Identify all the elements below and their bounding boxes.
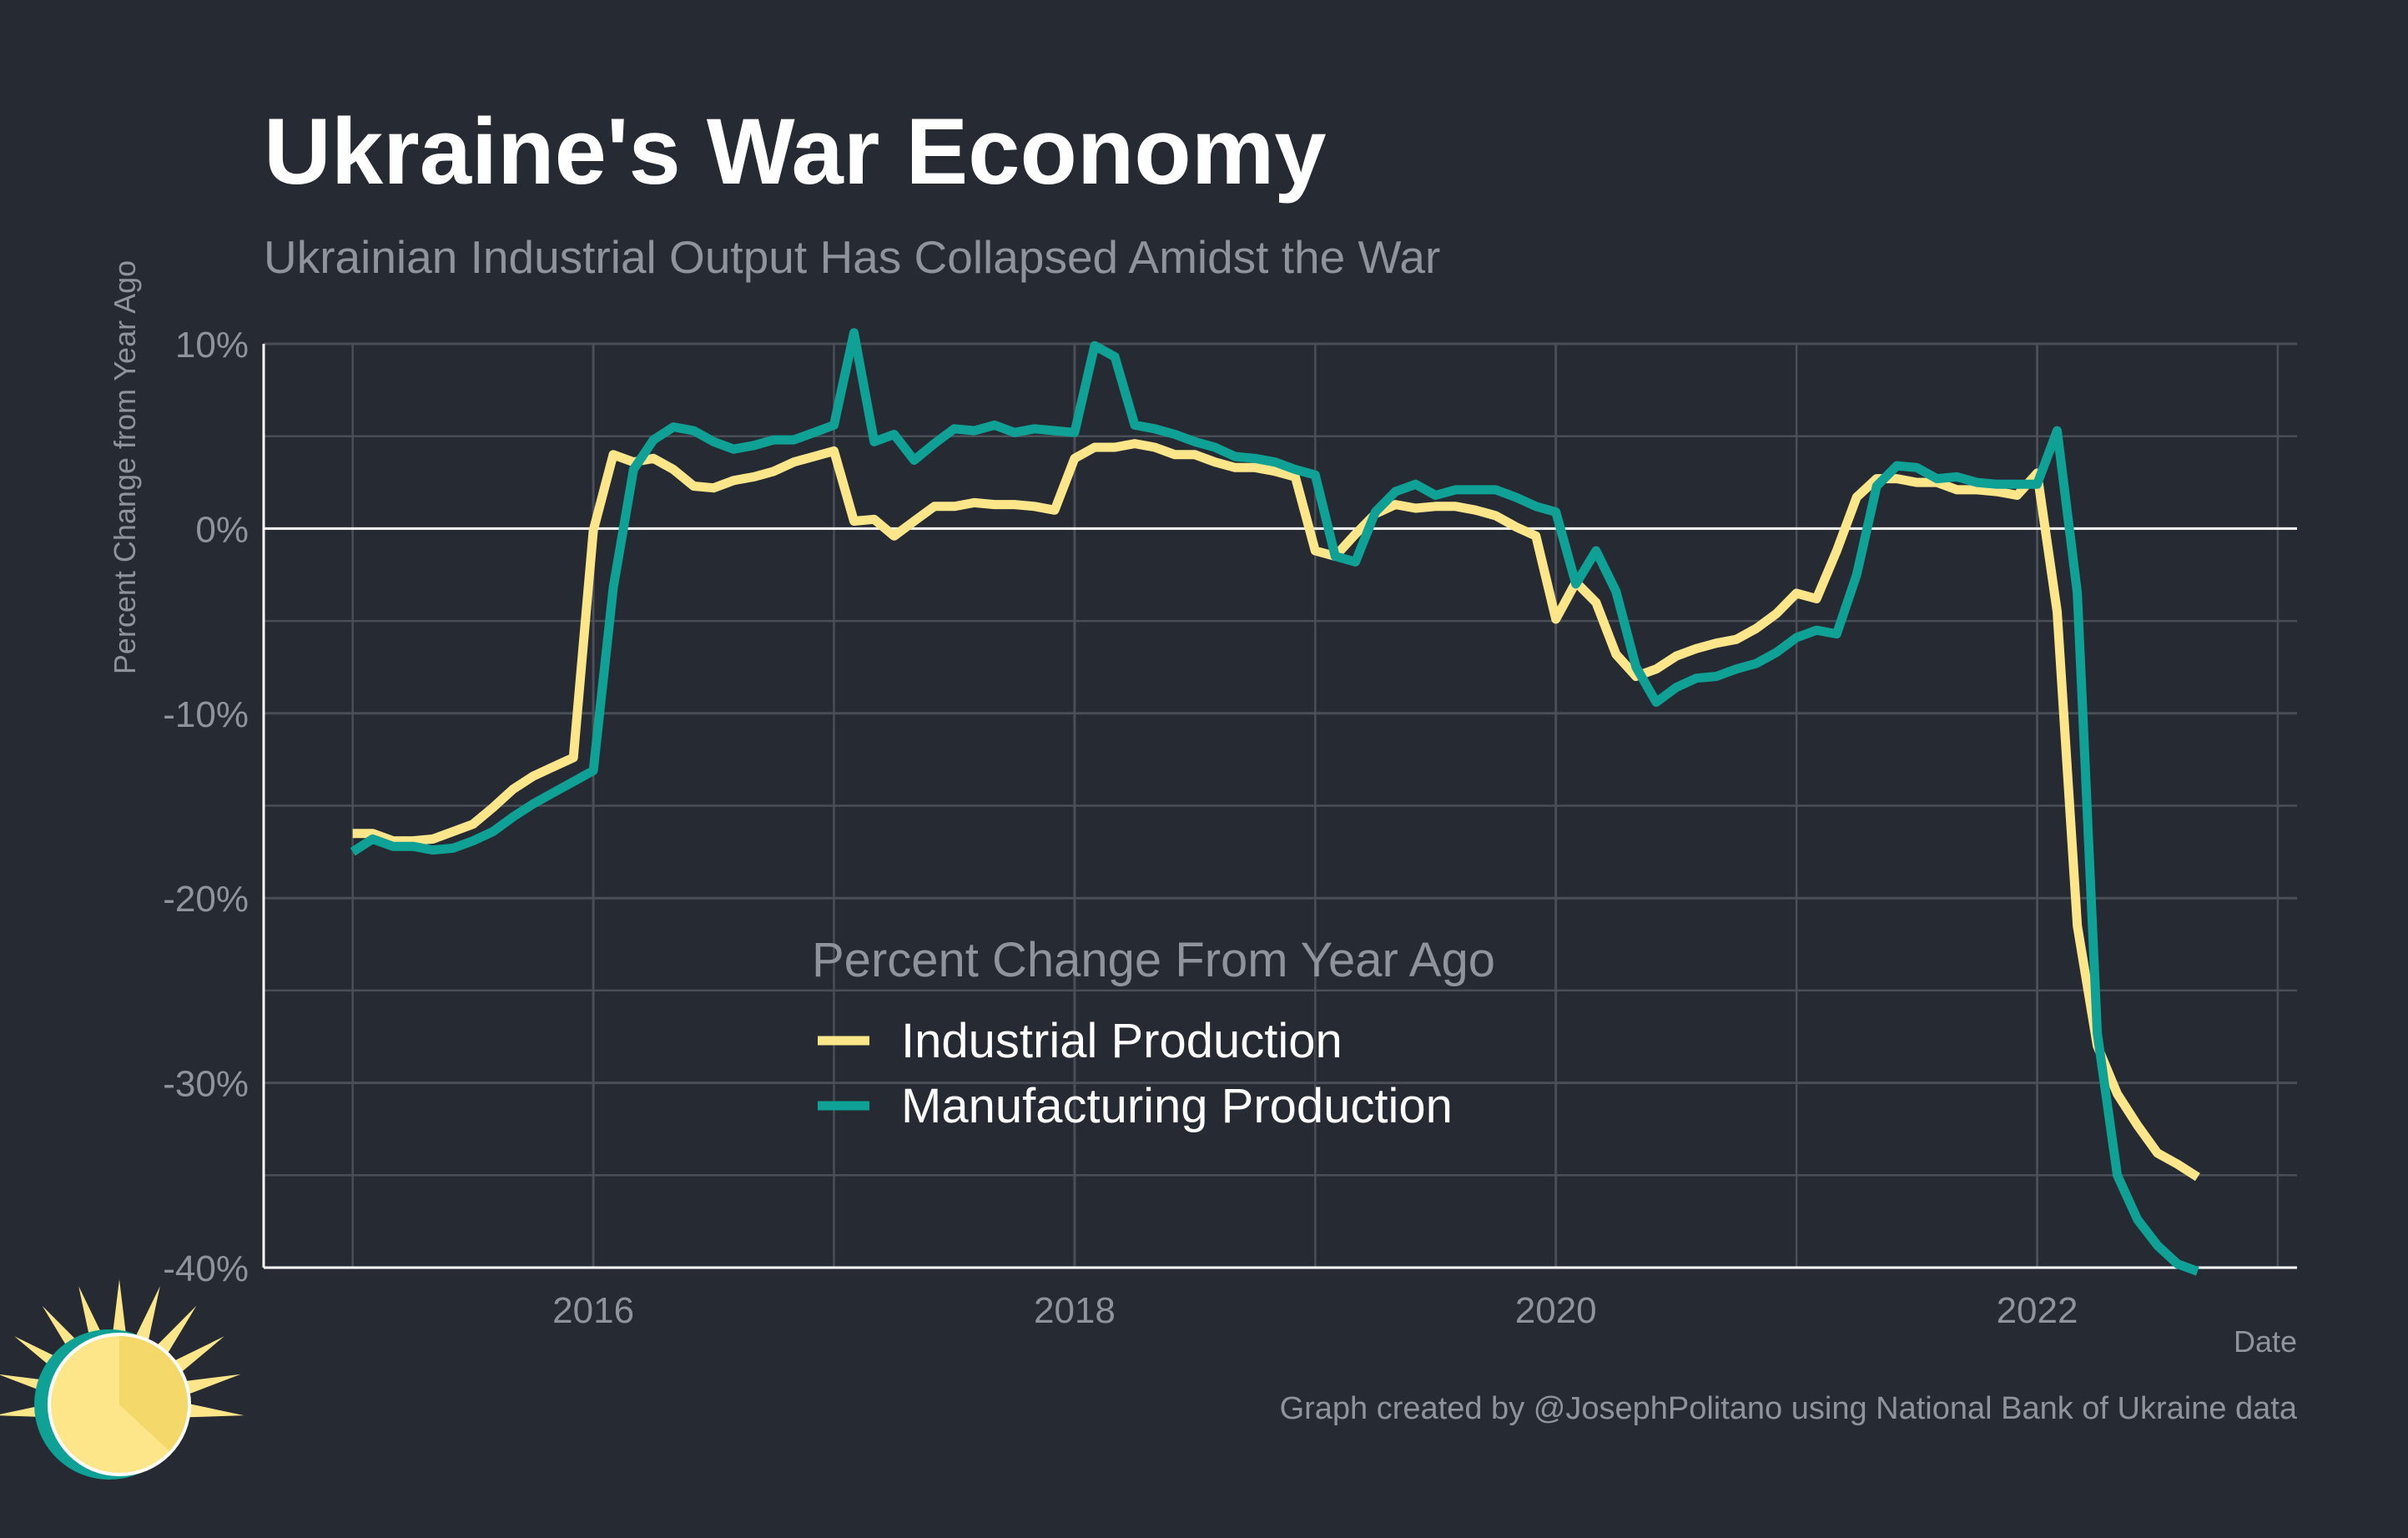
- sun-ray: [176, 1401, 244, 1418]
- sun-logo-icon: [0, 1279, 244, 1480]
- x-tick-labels: 2016 2018 2020 2022: [552, 1290, 2078, 1331]
- sun-ray: [173, 1374, 241, 1399]
- x-tick-label: 2020: [1515, 1290, 1597, 1331]
- legend-label-industrial: Industrial Production: [901, 1014, 1343, 1068]
- legend-title: Percent Change From Year Ago: [812, 933, 1495, 987]
- y-tick-label: -10%: [163, 694, 249, 735]
- chart-subtitle: Ukrainian Industrial Output Has Collapse…: [264, 231, 1440, 283]
- axes: [262, 344, 2297, 1269]
- y-tick-label: -20%: [163, 879, 249, 920]
- minor-gridlines: [264, 344, 2297, 1268]
- y-tick-label: 10%: [175, 325, 249, 366]
- y-tick-label: -40%: [163, 1248, 249, 1289]
- x-tick-label: 2018: [1034, 1290, 1116, 1331]
- y-tick-label: -30%: [163, 1064, 249, 1105]
- manufacturing-production-line: [350, 328, 2199, 1276]
- credit-text: Graph created by @JosephPolitano using N…: [1280, 1391, 2298, 1426]
- x-axis-title: Date: [2234, 1324, 2297, 1359]
- y-axis-title: Percent Change from Year Ago: [108, 260, 142, 674]
- x-tick-label: 2016: [552, 1290, 634, 1331]
- x-tick-label: 2022: [1997, 1290, 2078, 1331]
- chart-title: Ukraine's War Economy: [264, 99, 1327, 204]
- legend-label-manufacturing: Manufacturing Production: [901, 1079, 1453, 1133]
- sun-shade: [119, 1336, 189, 1451]
- y-tick-labels: 10% 0% -10% -20% -30% -40%: [163, 325, 249, 1289]
- series-lines: [350, 328, 2200, 1276]
- legend: Percent Change From Year Ago Industrial …: [812, 933, 1495, 1133]
- y-tick-label: 0%: [195, 509, 249, 550]
